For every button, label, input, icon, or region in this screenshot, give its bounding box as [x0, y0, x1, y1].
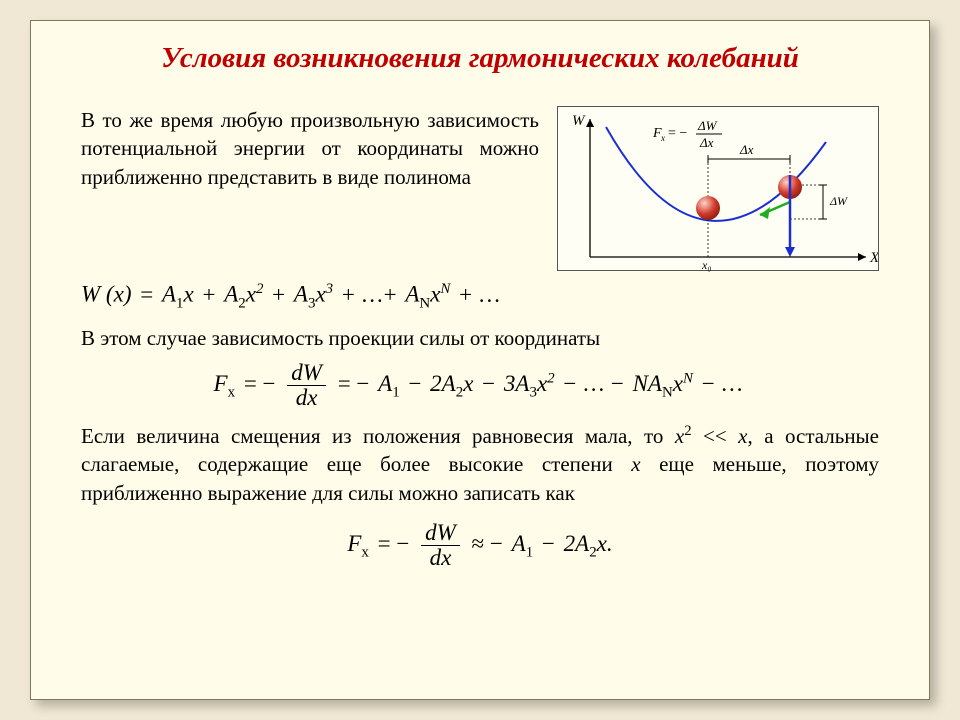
paragraph-2: В этом случае зависимость проекции силы …	[81, 324, 879, 352]
svg-text:Δx: Δx	[699, 135, 714, 150]
x0-label: x₀	[701, 258, 712, 272]
slide-title: Условия возникновения гармонических коле…	[81, 39, 879, 78]
equation-force-approx: Fx = − dWdx ≈ − A1 − 2A2x.	[81, 521, 879, 570]
svg-text:x: x	[660, 133, 665, 143]
potential-well-figure: X W F x = − ΔW Δx x₀ Δx	[557, 106, 879, 271]
ball-equilibrium	[696, 196, 720, 220]
dx-label: Δx	[739, 142, 754, 157]
svg-text:= −: = −	[668, 126, 687, 141]
para3-a: Если величина смещения из положения равн…	[81, 424, 675, 448]
paragraph-3: Если величина смещения из положения равн…	[81, 422, 879, 507]
para3-ineq: x	[675, 424, 684, 448]
slide: Условия возникновения гармонических коле…	[30, 20, 930, 700]
equation-force-full: Fx = − dWdx = − A1 − 2A2x − 3A3x2 − … − …	[81, 361, 879, 410]
dw-label: ΔW	[829, 194, 848, 208]
axis-y-label: W	[572, 113, 586, 129]
equation-polynomial: W (x) = A1x + A2x2 + A3x3 + …+ ANxN + …	[81, 281, 879, 312]
axis-x-label: X	[869, 250, 878, 266]
svg-text:ΔW: ΔW	[697, 118, 718, 133]
row-intro: В то же время любую произвольную зависим…	[81, 106, 879, 271]
para3-var: x	[631, 452, 640, 476]
paragraph-1: В то же время любую произвольную зависим…	[81, 106, 539, 191]
